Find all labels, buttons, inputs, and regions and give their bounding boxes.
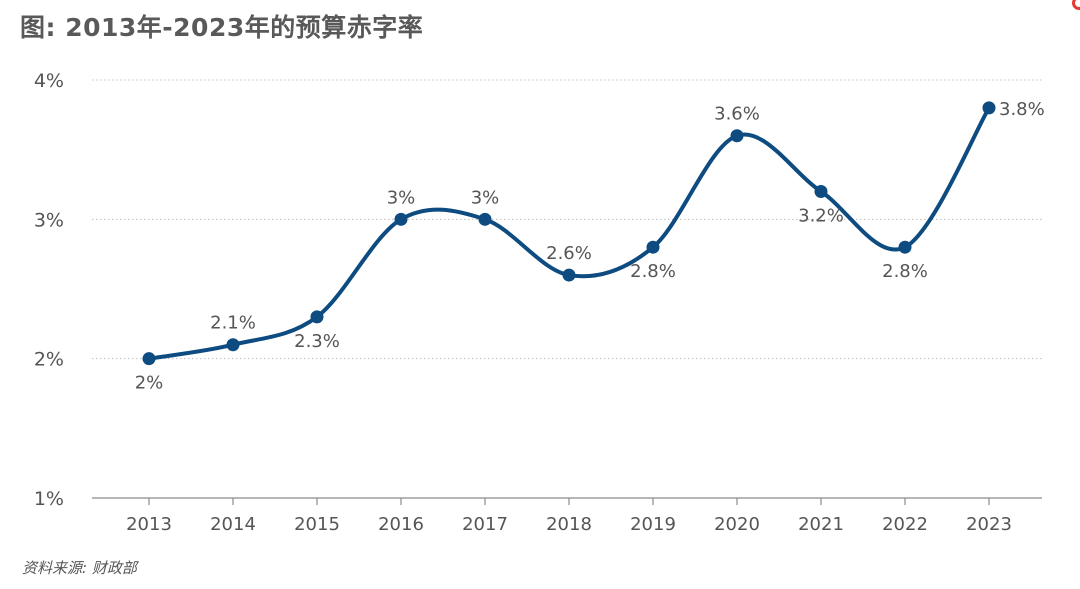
x-tick-label: 2015 bbox=[294, 514, 340, 535]
x-tick-label: 2016 bbox=[378, 514, 424, 535]
data-label: 3% bbox=[387, 187, 416, 208]
chart-title: 图: 2013年-2023年的预算赤字率 bbox=[20, 13, 424, 42]
x-tick-label: 2023 bbox=[966, 514, 1012, 535]
data-label: 2.6% bbox=[546, 243, 592, 264]
data-point bbox=[226, 338, 240, 352]
data-label: 3.2% bbox=[798, 205, 844, 226]
data-point bbox=[562, 268, 576, 282]
x-tick-label: 2017 bbox=[462, 514, 508, 535]
data-label: 3.6% bbox=[714, 104, 760, 125]
data-label: 2.1% bbox=[210, 313, 256, 334]
x-tick-label: 2020 bbox=[714, 514, 760, 535]
data-point bbox=[898, 240, 912, 254]
x-tick-label: 2013 bbox=[126, 514, 172, 535]
data-label: 2.8% bbox=[882, 261, 928, 282]
data-label: 3% bbox=[471, 187, 500, 208]
y-tick-label: 4% bbox=[34, 70, 64, 92]
x-tick-label: 2022 bbox=[882, 514, 928, 535]
y-tick-label: 1% bbox=[34, 488, 64, 510]
data-point bbox=[814, 184, 828, 198]
data-point bbox=[310, 310, 324, 324]
data-point bbox=[982, 101, 996, 115]
data-point bbox=[394, 212, 408, 226]
data-point bbox=[646, 240, 660, 254]
source-note: 资料来源: 财政部 bbox=[22, 559, 137, 577]
y-tick-label: 3% bbox=[34, 209, 64, 231]
y-tick-label: 2% bbox=[34, 349, 64, 371]
data-label: 2% bbox=[135, 373, 164, 394]
data-point bbox=[730, 129, 744, 143]
data-label: 2.3% bbox=[294, 331, 340, 352]
x-tick-label: 2018 bbox=[546, 514, 592, 535]
x-tick-label: 2021 bbox=[798, 514, 844, 535]
corner-decoration bbox=[1072, 0, 1080, 10]
series-line bbox=[147, 105, 991, 361]
data-label: 2.8% bbox=[630, 261, 676, 282]
data-point bbox=[142, 352, 156, 366]
x-tick-label: 2014 bbox=[210, 514, 256, 535]
data-point bbox=[478, 212, 492, 226]
x-tick-label: 2019 bbox=[630, 514, 676, 535]
data-label: 3.8% bbox=[999, 99, 1045, 120]
